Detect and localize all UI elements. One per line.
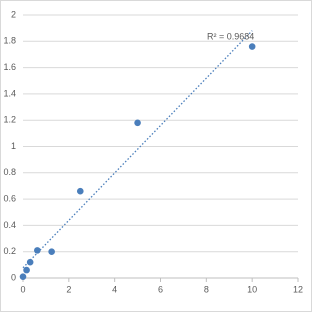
y-tick-label: 0.4 xyxy=(3,220,16,230)
y-tick-label: 0.8 xyxy=(3,167,16,177)
chart: 0 0.2 0.4 0.6 0.8 1 1.2 1.4 1.6 1.8 2 0 2 4 6 8 10 12 R² =… xyxy=(0,0,312,312)
y-tick-label: 0 xyxy=(11,272,16,282)
x-tick-label: 6 xyxy=(158,284,163,294)
y-tick-label: 0.6 xyxy=(3,193,16,203)
x-tick-label: 10 xyxy=(247,284,257,294)
chart-border xyxy=(0,0,312,312)
y-tick-label: 1.8 xyxy=(3,36,16,46)
x-tick-label: 2 xyxy=(66,284,71,294)
annotation: R² = 0.9684 xyxy=(207,31,254,41)
point xyxy=(248,43,256,50)
point xyxy=(48,248,55,255)
point xyxy=(23,266,30,274)
y-tick-label: 0.2 xyxy=(3,246,16,256)
y-tick-label: 1.6 xyxy=(3,62,16,72)
trendline xyxy=(22,30,253,269)
y-tick-label: 1.4 xyxy=(3,88,16,98)
x-tick-label: 4 xyxy=(112,284,117,294)
x-tick-label: 12 xyxy=(293,284,303,294)
point xyxy=(134,119,141,127)
y-tick-label: 1.2 xyxy=(3,115,16,125)
point xyxy=(76,187,84,195)
point xyxy=(34,247,41,254)
y-tick-label: 1 xyxy=(11,141,16,151)
point xyxy=(19,273,27,280)
y-tick-label: 2 xyxy=(11,9,16,19)
x-tick-label: 8 xyxy=(204,284,209,294)
x-tick-label: 0 xyxy=(20,284,25,294)
point xyxy=(26,258,34,266)
